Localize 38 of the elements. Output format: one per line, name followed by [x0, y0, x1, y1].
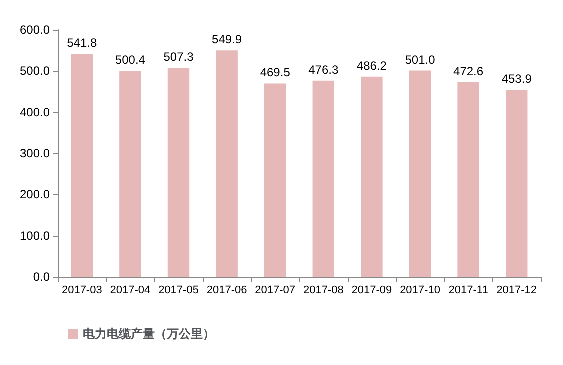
x-tick-label: 2017-04 [110, 284, 151, 296]
data-label: 486.2 [356, 58, 388, 73]
bar [120, 71, 142, 277]
x-tick-label: 2017-10 [400, 284, 440, 296]
data-label: 507.3 [164, 50, 194, 64]
data-label: 501.0 [405, 52, 436, 67]
x-tick-label: 2017-07 [255, 284, 296, 296]
y-tick-label: 100.0 [20, 228, 50, 243]
data-label: 472.6 [454, 64, 484, 78]
bar [312, 80, 335, 277]
bar [216, 50, 238, 277]
bar [506, 90, 528, 277]
data-label: 469.5 [260, 66, 291, 80]
bar [409, 70, 432, 277]
x-tick-label: 2017-05 [158, 284, 199, 296]
data-label: 541.8 [67, 36, 98, 50]
bar [361, 76, 383, 277]
y-tick-label: 600.0 [20, 23, 50, 37]
x-tick-label: 2017-12 [496, 284, 538, 296]
legend-label: 电力电缆产量（万公里） [83, 327, 215, 341]
data-label: 476.3 [308, 62, 339, 77]
data-label: 500.4 [115, 53, 146, 67]
y-tick-label: 400.0 [20, 105, 50, 120]
bar [71, 54, 94, 277]
y-tick-label: 0.0 [33, 270, 50, 284]
bar [458, 82, 480, 277]
x-tick-label: 2017-09 [352, 284, 392, 296]
x-tick-label: 2017-08 [303, 284, 344, 296]
x-tick-label: 2017-03 [62, 284, 102, 296]
x-tick-label: 2017-11 [448, 284, 488, 296]
bar [168, 68, 190, 277]
y-tick-label: 500.0 [20, 64, 50, 78]
bar [264, 84, 286, 277]
y-tick-label: 200.0 [20, 188, 50, 202]
y-tick-label: 300.0 [20, 146, 50, 160]
x-tick-label: 2017-06 [206, 284, 248, 296]
data-label: 453.9 [502, 72, 532, 86]
data-label: 549.9 [212, 32, 242, 47]
